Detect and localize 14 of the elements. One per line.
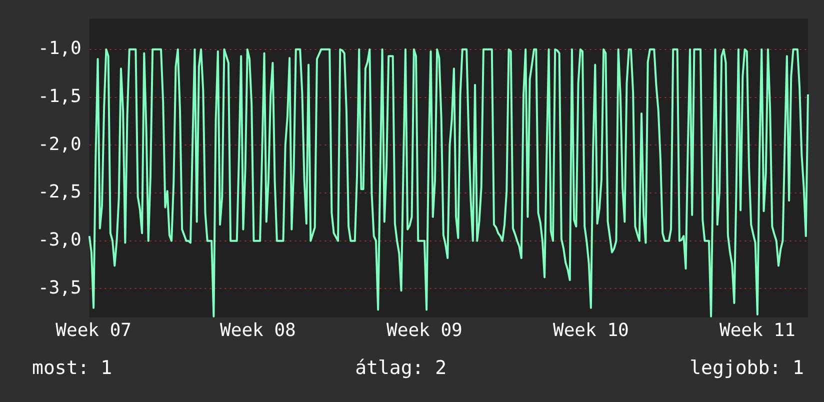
text: átlag: 2 <box>355 357 447 379</box>
x-tick-label: Week 11 <box>719 320 796 341</box>
text: most: 1 <box>32 357 112 379</box>
x-tick-label: Week 10 <box>553 320 629 341</box>
x-tick-label: Week 08 <box>220 320 296 341</box>
y-tick-label: -2,0 <box>38 134 82 155</box>
y-tick-label: -3,5 <box>38 277 82 298</box>
y-tick-label: -3,0 <box>38 230 82 251</box>
y-tick-label: -2,5 <box>38 182 82 203</box>
y-tick-label: -1,0 <box>38 38 82 60</box>
y-tick-label: -1,5 <box>38 86 82 107</box>
x-tick-label: Week 07 <box>56 320 132 341</box>
text: legjobb: 1 <box>690 357 804 379</box>
x-tick-label: Week 09 <box>386 320 462 341</box>
